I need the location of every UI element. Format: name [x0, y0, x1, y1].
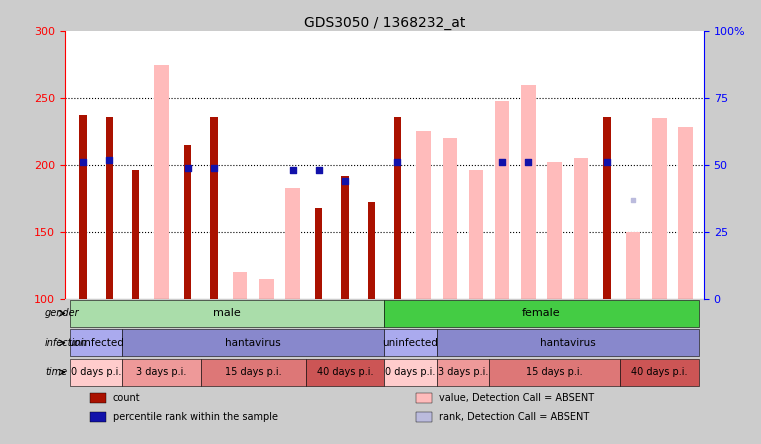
Bar — [79, 115, 87, 299]
Point — [339, 177, 351, 184]
Text: male: male — [213, 309, 241, 318]
Bar — [495, 101, 509, 299]
FancyBboxPatch shape — [201, 359, 306, 386]
FancyBboxPatch shape — [70, 359, 123, 386]
Text: 3 days p.i.: 3 days p.i. — [136, 367, 186, 377]
Bar — [547, 162, 562, 299]
Point — [496, 159, 508, 166]
Bar — [106, 117, 113, 299]
Text: 15 days p.i.: 15 days p.i. — [225, 367, 282, 377]
Bar — [210, 117, 218, 299]
Point — [522, 159, 534, 166]
Text: 0 days p.i.: 0 days p.i. — [71, 367, 121, 377]
Text: uninfected: uninfected — [68, 338, 124, 348]
FancyBboxPatch shape — [384, 359, 437, 386]
FancyBboxPatch shape — [123, 359, 201, 386]
Text: 3 days p.i.: 3 days p.i. — [438, 367, 488, 377]
Point — [287, 166, 299, 174]
Text: hantavirus: hantavirus — [540, 338, 596, 348]
FancyBboxPatch shape — [620, 359, 699, 386]
Bar — [91, 393, 107, 403]
Bar — [652, 118, 667, 299]
Text: hantavirus: hantavirus — [225, 338, 281, 348]
Bar — [626, 232, 641, 299]
Text: rank, Detection Call = ABSENT: rank, Detection Call = ABSENT — [438, 412, 589, 422]
FancyBboxPatch shape — [123, 329, 384, 357]
Bar — [285, 188, 300, 299]
Point — [601, 159, 613, 166]
Text: 40 days p.i.: 40 days p.i. — [317, 367, 373, 377]
Bar — [678, 127, 693, 299]
FancyBboxPatch shape — [306, 359, 384, 386]
Title: GDS3050 / 1368232_at: GDS3050 / 1368232_at — [304, 16, 465, 30]
Text: time: time — [45, 367, 67, 377]
Point — [103, 156, 116, 163]
Bar — [184, 145, 192, 299]
Bar — [574, 158, 588, 299]
Text: count: count — [113, 393, 140, 403]
Bar — [443, 138, 457, 299]
FancyBboxPatch shape — [437, 329, 699, 357]
Bar — [342, 175, 349, 299]
Bar — [260, 278, 274, 299]
Point — [208, 164, 220, 171]
Bar — [154, 64, 169, 299]
FancyBboxPatch shape — [70, 329, 123, 357]
Text: percentile rank within the sample: percentile rank within the sample — [113, 412, 278, 422]
Bar — [416, 412, 432, 422]
Text: 0 days p.i.: 0 days p.i. — [385, 367, 436, 377]
FancyBboxPatch shape — [70, 300, 384, 327]
FancyBboxPatch shape — [489, 359, 620, 386]
FancyBboxPatch shape — [437, 359, 489, 386]
Text: infection: infection — [45, 338, 88, 348]
Bar — [393, 117, 401, 299]
Bar — [315, 208, 323, 299]
Bar — [233, 272, 247, 299]
Bar — [469, 170, 483, 299]
Point — [182, 164, 194, 171]
Bar — [521, 85, 536, 299]
Bar — [368, 202, 375, 299]
Point — [313, 166, 325, 174]
Point — [627, 196, 639, 203]
Text: uninfected: uninfected — [383, 338, 438, 348]
Bar — [416, 393, 432, 403]
Bar — [132, 170, 139, 299]
Bar — [91, 412, 107, 422]
Bar — [416, 131, 431, 299]
Text: 40 days p.i.: 40 days p.i. — [631, 367, 688, 377]
Text: female: female — [522, 309, 561, 318]
Text: gender: gender — [45, 309, 80, 318]
FancyBboxPatch shape — [384, 300, 699, 327]
Point — [77, 159, 89, 166]
Text: 15 days p.i.: 15 days p.i. — [527, 367, 583, 377]
Point — [208, 164, 220, 171]
FancyBboxPatch shape — [384, 329, 437, 357]
Text: value, Detection Call = ABSENT: value, Detection Call = ABSENT — [438, 393, 594, 403]
Point — [391, 159, 403, 166]
Bar — [603, 117, 610, 299]
